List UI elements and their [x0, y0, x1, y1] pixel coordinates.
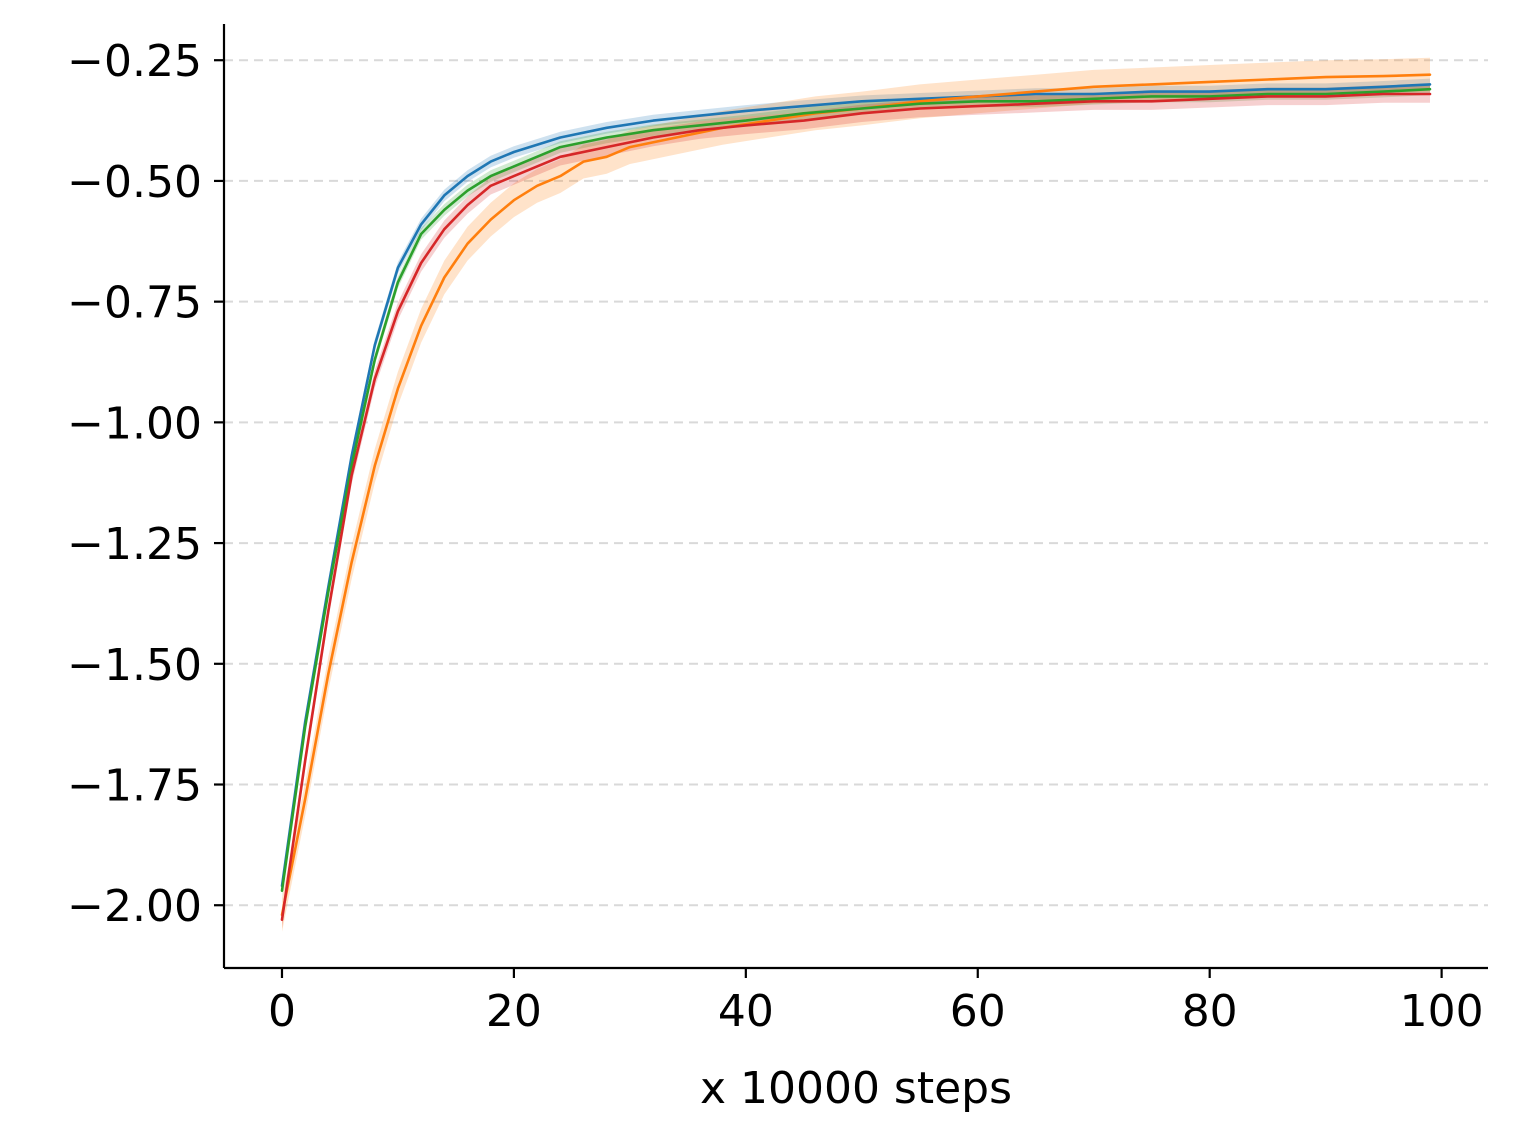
series-line-2 — [280, 87, 1432, 893]
x-tick-label-1: 20 — [486, 986, 542, 1037]
series-line-0 — [280, 83, 1432, 888]
y-tick-label-6: −0.50 — [67, 157, 202, 208]
x-tick-label-4: 80 — [1182, 986, 1238, 1037]
y-tick-label-2: −1.50 — [67, 640, 202, 691]
series-band-2 — [282, 83, 1430, 897]
x-tick-label-5: 100 — [1400, 986, 1484, 1037]
axes — [222, 24, 1488, 970]
series-lines — [280, 73, 1432, 922]
series-line-1 — [280, 73, 1432, 917]
y-tick-label-4: −1.00 — [67, 398, 202, 449]
x-tick-label-3: 60 — [950, 986, 1006, 1037]
grid-lines — [224, 59, 1488, 907]
x-tick-label-2: 40 — [718, 986, 774, 1037]
y-tick-label-7: −0.25 — [67, 36, 202, 87]
series-line-3 — [280, 92, 1432, 922]
y-tick-label-1: −1.75 — [67, 761, 202, 812]
y-tick-label-0: −2.00 — [67, 881, 202, 932]
y-tick-label-5: −0.75 — [67, 278, 202, 329]
y-tick-label-3: −1.25 — [67, 519, 202, 570]
confidence-bands — [282, 57, 1430, 932]
y-ticks: −2.00 −1.75 −1.50 −1.25 −1.00 −0.75 −0.50 −0.25 — [67, 36, 224, 932]
x-axis-label: x 10000 steps — [700, 1063, 1012, 1114]
x-ticks: 0 20 40 60 80 100 — [268, 968, 1484, 1037]
series-band-3 — [282, 85, 1430, 929]
x-tick-label-0: 0 — [268, 986, 296, 1037]
